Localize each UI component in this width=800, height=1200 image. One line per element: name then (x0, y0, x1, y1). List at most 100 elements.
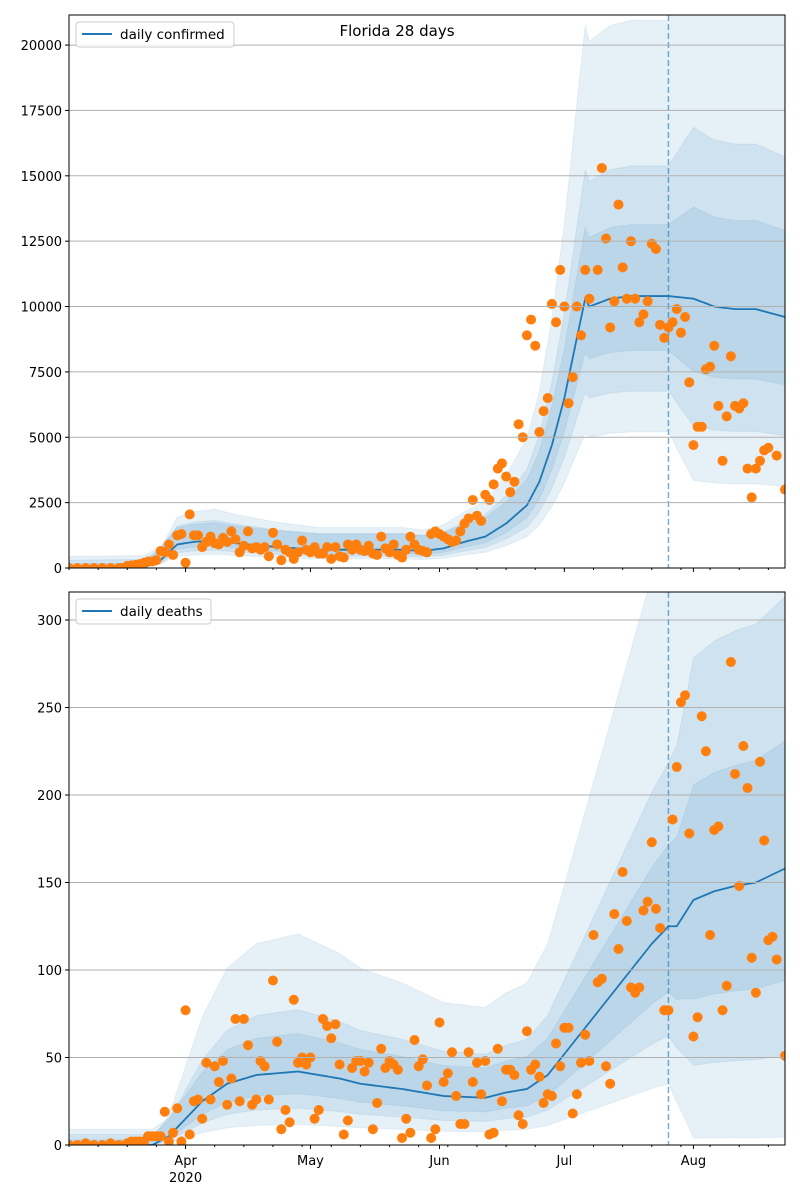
confidence-band (69, 596, 785, 1145)
data-point (659, 332, 670, 343)
data-point (322, 542, 333, 553)
data-point (650, 244, 661, 255)
data-point (601, 233, 611, 244)
data-point (601, 1061, 611, 1072)
data-point (551, 317, 562, 328)
data-point (621, 293, 632, 304)
data-point (288, 994, 299, 1005)
data-point (434, 1017, 445, 1028)
data-point (105, 1138, 116, 1145)
data-point (184, 509, 195, 520)
x-tick-label: Aug (681, 1154, 706, 1169)
data-point (442, 1068, 453, 1079)
data-point (372, 1098, 383, 1108)
y-tick-label: 2500 (29, 497, 62, 512)
data-point (401, 1113, 412, 1124)
data-point (684, 377, 695, 388)
data-point (359, 1066, 370, 1077)
data-point (392, 1064, 403, 1075)
data-point (363, 540, 374, 551)
data-point (401, 544, 412, 555)
data-point (605, 1078, 616, 1089)
data-point (509, 476, 520, 487)
data-point (430, 1124, 441, 1135)
data-point (534, 427, 545, 438)
data-point (521, 1026, 532, 1037)
data-point (376, 531, 387, 542)
y-tick-label: 20000 (21, 39, 62, 54)
data-point (546, 298, 557, 309)
data-point (251, 1094, 262, 1105)
data-point (534, 1071, 545, 1082)
data-point (509, 1070, 520, 1080)
data-point (163, 1136, 174, 1145)
data-point (467, 495, 478, 506)
data-point (755, 756, 766, 767)
data-point (326, 553, 337, 564)
plot-area (69, 592, 785, 1145)
data-point (767, 931, 778, 942)
y-tick-label: 100 (37, 964, 62, 979)
data-point (88, 1140, 99, 1145)
data-point (230, 1014, 241, 1024)
data-point (97, 563, 108, 568)
legend-label: daily confirmed (120, 27, 225, 43)
data-point (538, 406, 549, 417)
data-point (222, 1099, 233, 1110)
data-point (596, 973, 607, 984)
legend: daily confirmed (75, 21, 235, 48)
data-point (750, 987, 761, 998)
data-point (338, 1129, 349, 1140)
y-tick-label: 12500 (21, 235, 62, 250)
data-point (467, 1077, 478, 1087)
data-point (309, 1113, 320, 1124)
data-point (184, 1129, 195, 1140)
data-point (505, 487, 516, 498)
data-point (322, 1021, 333, 1031)
data-point (576, 1057, 587, 1068)
data-point (567, 1108, 578, 1119)
data-point (446, 1047, 457, 1058)
data-point (538, 1098, 549, 1108)
data-point (780, 1050, 785, 1061)
data-point (742, 783, 753, 793)
data-point (655, 319, 666, 330)
data-point (426, 1133, 437, 1143)
data-point (642, 296, 653, 307)
data-point (780, 484, 785, 495)
data-point (405, 1127, 416, 1138)
data-point (642, 896, 653, 907)
data-point (634, 317, 645, 328)
data-point (588, 930, 599, 940)
data-point (671, 304, 682, 315)
data-point (422, 1080, 432, 1091)
data-point (617, 262, 628, 273)
data-point (209, 1061, 220, 1072)
data-point (596, 162, 607, 173)
data-point (197, 1113, 208, 1124)
data-point (326, 1033, 337, 1044)
data-point (363, 1057, 374, 1068)
data-point (388, 539, 399, 550)
data-point (721, 411, 732, 422)
data-point (372, 549, 383, 560)
data-point (272, 1036, 283, 1047)
data-point (555, 1061, 566, 1072)
data-point (338, 552, 349, 563)
data-point (155, 1131, 166, 1142)
data-point (663, 1005, 674, 1016)
data-point (725, 657, 736, 667)
data-point (405, 531, 416, 542)
data-point (576, 330, 587, 341)
data-point (680, 690, 691, 701)
data-point (692, 1012, 703, 1023)
legend-box (75, 21, 235, 48)
data-point (646, 837, 657, 848)
data-point (571, 1089, 582, 1100)
data-point (272, 539, 283, 550)
data-point (563, 1022, 574, 1033)
axes-frame (68, 591, 786, 1146)
data-point (584, 293, 595, 304)
data-point (667, 317, 678, 328)
